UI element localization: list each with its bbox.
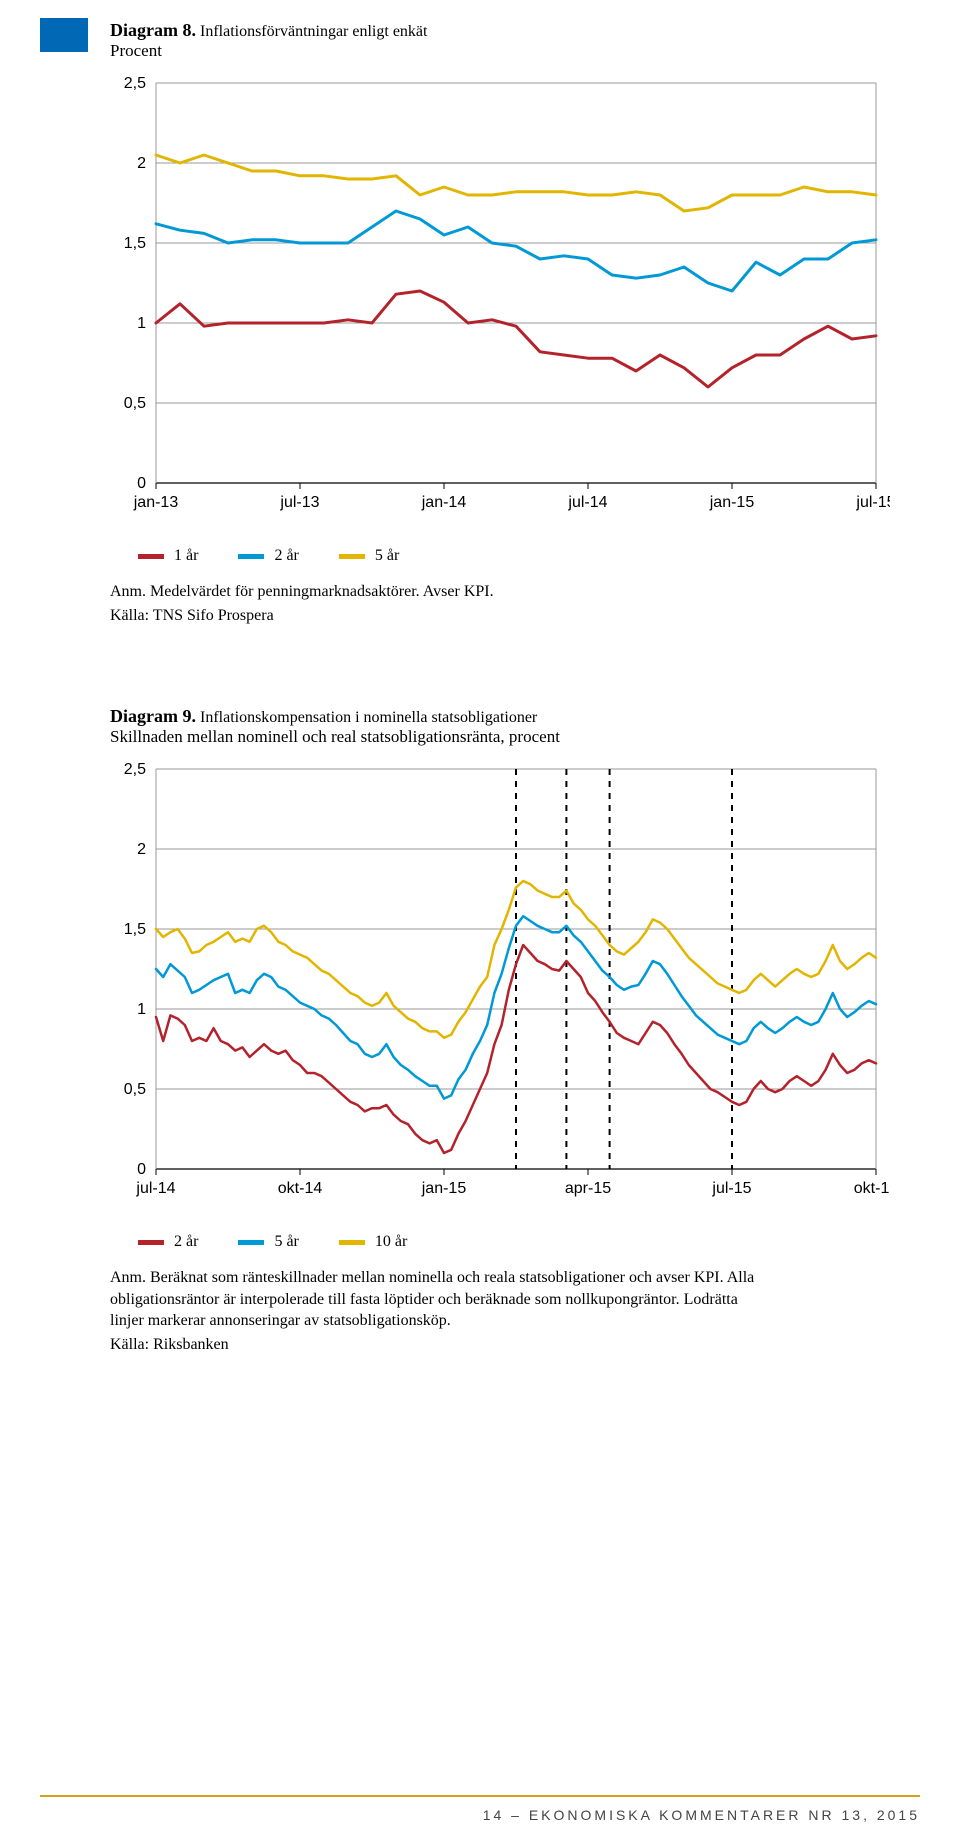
- svg-text:apr-15: apr-15: [565, 1180, 611, 1197]
- legend-item: 5 år: [339, 547, 399, 565]
- legend-label: 2 år: [274, 547, 298, 565]
- svg-text:0: 0: [137, 475, 146, 492]
- chart-title-rest: Inflationsförväntningar enligt enkät: [196, 23, 427, 40]
- legend-label: 2 år: [174, 1233, 198, 1251]
- legend-swatch: [238, 554, 264, 559]
- sidebar-marker: [40, 18, 88, 52]
- legend-d8: 1 år 2 år 5 år: [138, 547, 920, 565]
- svg-text:jan-15: jan-15: [421, 1180, 467, 1197]
- legend-swatch: [138, 1240, 164, 1245]
- svg-text:1: 1: [137, 315, 146, 332]
- svg-text:2: 2: [137, 155, 146, 172]
- chart-title-prefix: Diagram 9.: [110, 706, 196, 726]
- chart-subtitle: Skillnaden mellan nominell och real stat…: [110, 727, 920, 747]
- legend-item: 1 år: [138, 547, 198, 565]
- page-footer: 14 – EKONOMISKA KOMMENTARER NR 13, 2015: [0, 1795, 960, 1837]
- svg-text:jan-15: jan-15: [709, 494, 755, 511]
- svg-text:jul-14: jul-14: [135, 1180, 175, 1197]
- legend-swatch: [339, 1240, 365, 1245]
- svg-text:okt-14: okt-14: [278, 1180, 323, 1197]
- legend-item: 2 år: [238, 547, 298, 565]
- chart-title-prefix: Diagram 8.: [110, 20, 196, 40]
- footer-text: 14 – EKONOMISKA KOMMENTARER NR 13, 2015: [0, 1807, 960, 1823]
- chart-title-rest: Inflationskompensation i nominella stats…: [196, 709, 537, 726]
- legend-label: 10 år: [375, 1233, 407, 1251]
- chart-title: Diagram 8. Inflationsförväntningar enlig…: [110, 20, 920, 41]
- chart-note-2: Källa: Riksbanken: [110, 1334, 760, 1356]
- svg-text:0,5: 0,5: [124, 1081, 146, 1098]
- legend-item: 10 år: [339, 1233, 407, 1251]
- legend-item: 5 år: [238, 1233, 298, 1251]
- svg-text:2,5: 2,5: [124, 761, 146, 778]
- svg-text:jan-14: jan-14: [421, 494, 467, 511]
- chart-svg-d8: 0 0,5 1 1,5 2 2,5 jan-13 jul-13 jan-14 jul-14 jan-…: [110, 65, 890, 535]
- svg-text:2: 2: [137, 841, 146, 858]
- chart-note-1: Anm. Medelvärdet för penningmarknadsaktö…: [110, 581, 760, 603]
- diagram-8: Diagram 8. Inflationsförväntningar enlig…: [110, 20, 920, 626]
- chart-title: Diagram 9. Inflationskompensation i nomi…: [110, 706, 920, 727]
- svg-text:0: 0: [137, 1161, 146, 1178]
- chart-note-1: Anm. Beräknat som ränteskillnader mellan…: [110, 1267, 760, 1332]
- svg-text:jul-14: jul-14: [567, 494, 607, 511]
- legend-d9: 2 år 5 år 10 år: [138, 1233, 920, 1251]
- svg-text:1: 1: [137, 1001, 146, 1018]
- footer-rule: [40, 1795, 920, 1797]
- svg-text:2,5: 2,5: [124, 75, 146, 92]
- legend-label: 5 år: [375, 547, 399, 565]
- svg-text:jul-15: jul-15: [855, 494, 890, 511]
- legend-swatch: [339, 554, 365, 559]
- legend-label: 1 år: [174, 547, 198, 565]
- chart-subtitle: Procent: [110, 41, 920, 61]
- svg-text:1,5: 1,5: [124, 921, 146, 938]
- svg-text:jan-13: jan-13: [133, 494, 179, 511]
- svg-text:0,5: 0,5: [124, 395, 146, 412]
- legend-swatch: [138, 554, 164, 559]
- svg-text:jul-13: jul-13: [279, 494, 319, 511]
- svg-text:okt-15: okt-15: [854, 1180, 890, 1197]
- chart-note-2: Källa: TNS Sifo Prospera: [110, 605, 760, 627]
- svg-text:1,5: 1,5: [124, 235, 146, 252]
- legend-item: 2 år: [138, 1233, 198, 1251]
- legend-swatch: [238, 1240, 264, 1245]
- legend-label: 5 år: [274, 1233, 298, 1251]
- chart-svg-d9: 0 0,5 1 1,5 2 2,5 jul-14 okt-14 jan-15 apr-15 jul-…: [110, 751, 890, 1221]
- diagram-9: Diagram 9. Inflationskompensation i nomi…: [110, 706, 920, 1355]
- svg-text:jul-15: jul-15: [711, 1180, 751, 1197]
